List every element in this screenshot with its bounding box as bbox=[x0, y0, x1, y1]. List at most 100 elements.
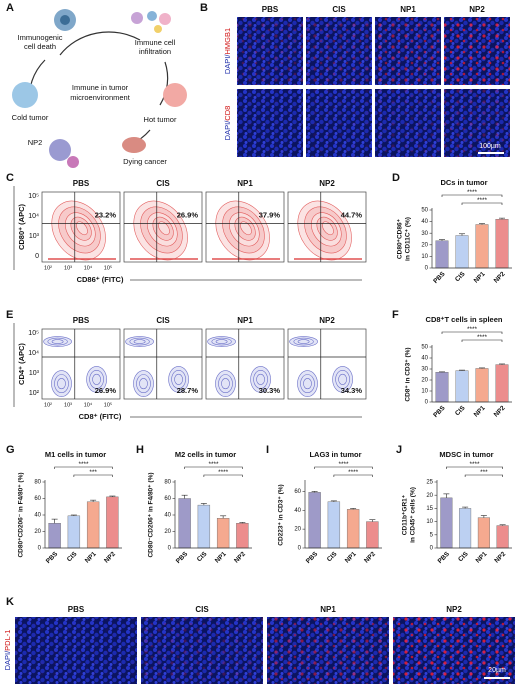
y-tick-label: 0 bbox=[38, 546, 42, 552]
icon bbox=[163, 83, 187, 107]
y-tick-label: 40 bbox=[294, 508, 301, 514]
chart-title: M1 cells in tumor bbox=[45, 450, 106, 459]
bar bbox=[456, 236, 468, 268]
bar bbox=[49, 523, 61, 548]
icon bbox=[67, 156, 79, 168]
significance-label: **** bbox=[78, 461, 89, 468]
bar bbox=[496, 219, 508, 268]
node-label: infiltration bbox=[139, 47, 171, 56]
x-tick-label: 10² bbox=[44, 402, 52, 408]
quadrant-percent: 26.9% bbox=[177, 210, 199, 219]
contour bbox=[93, 374, 101, 384]
significance-label: **** bbox=[348, 469, 359, 476]
y-axis-label: CD80⁻CD206⁺ in F4/80⁺ (%) bbox=[148, 472, 155, 557]
column-label: PBS bbox=[262, 5, 279, 14]
x-tick-label: NP2 bbox=[103, 550, 117, 564]
micrograph-signal bbox=[444, 17, 510, 85]
y-tick-label: 60 bbox=[34, 496, 41, 502]
y-tick-label: 10⁵ bbox=[28, 330, 39, 337]
bar bbox=[328, 502, 340, 548]
chart-title: CD8⁺T cells in spleen bbox=[426, 315, 503, 324]
y-tick-label: 0 bbox=[298, 546, 302, 552]
contour bbox=[216, 340, 227, 344]
significance-label: *** bbox=[480, 469, 488, 476]
y-tick-label: 20 bbox=[34, 529, 41, 535]
contour bbox=[222, 378, 230, 388]
contour bbox=[58, 378, 66, 388]
y-tick-label: 20 bbox=[294, 527, 301, 533]
x-tick-label: CIS bbox=[326, 550, 339, 563]
bar bbox=[478, 518, 490, 548]
y-tick-label: 20 bbox=[426, 493, 433, 499]
x-tick-label: NP1 bbox=[214, 550, 228, 564]
micrograph-signal bbox=[306, 17, 372, 85]
scale-bar-label: 20µm bbox=[488, 667, 506, 674]
error-bar bbox=[201, 503, 207, 505]
quadrant-percent: 37.9% bbox=[259, 210, 281, 219]
bar bbox=[496, 365, 508, 402]
bar bbox=[476, 368, 488, 402]
contour bbox=[140, 378, 148, 388]
error-bar bbox=[459, 234, 465, 236]
contour bbox=[304, 378, 312, 388]
y-tick-label: 10 bbox=[426, 519, 433, 525]
y-tick-label: 50 bbox=[421, 208, 428, 214]
x-tick-label: 10³ bbox=[64, 265, 72, 271]
panel-label: G bbox=[6, 444, 15, 456]
row-label: DAPI/CD8 bbox=[223, 106, 232, 141]
column-label: PBS bbox=[73, 316, 90, 325]
x-tick-label: NP2 bbox=[493, 404, 507, 418]
node-label: Immune cell bbox=[135, 38, 176, 47]
significance-label: **** bbox=[477, 334, 488, 341]
micrograph-signal bbox=[375, 89, 441, 157]
x-tick-label: CIS bbox=[66, 550, 79, 563]
y-tick-label: 60 bbox=[164, 496, 171, 502]
x-tick-label: NP1 bbox=[84, 550, 98, 564]
column-label: NP1 bbox=[237, 179, 253, 188]
panel-label: B bbox=[200, 2, 208, 14]
bar bbox=[456, 371, 468, 402]
significance-label: *** bbox=[89, 469, 97, 476]
node-label: Dying cancer bbox=[123, 157, 167, 166]
bar bbox=[309, 492, 321, 548]
micrograph-signal bbox=[306, 89, 372, 157]
bar bbox=[217, 518, 229, 548]
y-tick-label: 0 bbox=[35, 253, 39, 260]
y-tick-label: 10² bbox=[29, 390, 40, 397]
y-axis-label: CD11b⁺GR1⁺ bbox=[402, 494, 409, 535]
x-tick-label: NP2 bbox=[493, 550, 507, 564]
chart-title: MDSC in tumor bbox=[439, 450, 493, 459]
y-tick-label: 10 bbox=[421, 389, 428, 395]
icon bbox=[147, 11, 157, 21]
x-tick-label: PBS bbox=[432, 404, 447, 419]
x-tick-label: PBS bbox=[45, 550, 60, 565]
column-label: NP2 bbox=[446, 605, 462, 614]
bar bbox=[476, 225, 488, 269]
column-label: NP2 bbox=[319, 316, 335, 325]
quadrant-percent: 44.7% bbox=[341, 210, 363, 219]
x-tick-label: 10⁴ bbox=[84, 401, 93, 408]
center-label: Immune in tumor bbox=[72, 83, 129, 92]
x-tick-label: 10³ bbox=[64, 402, 72, 408]
y-tick-label: 5 bbox=[430, 532, 434, 538]
quadrant-percent: 26.9% bbox=[95, 386, 117, 395]
quadrant-percent: 23.2% bbox=[95, 210, 117, 219]
y-tick-label: 10⁴ bbox=[28, 350, 39, 357]
row-label-part: PDL-1 bbox=[3, 630, 12, 651]
bar bbox=[179, 499, 191, 549]
contour bbox=[257, 374, 265, 384]
row-label: DAPI/HMGB1 bbox=[223, 28, 232, 74]
significance-label: **** bbox=[208, 461, 219, 468]
x-tick-label: 10⁴ bbox=[84, 264, 93, 271]
column-label: NP2 bbox=[319, 179, 335, 188]
row-label: DAPI/PDL-1 bbox=[3, 630, 12, 671]
bar bbox=[236, 523, 248, 548]
node-label: NP2 bbox=[28, 138, 43, 147]
y-tick-label: 0 bbox=[430, 546, 434, 552]
bar bbox=[497, 526, 509, 548]
column-label: CIS bbox=[156, 316, 170, 325]
chart-title: M2 cells in tumor bbox=[175, 450, 236, 459]
node-label: Hot tumor bbox=[144, 115, 177, 124]
x-tick-label: PBS bbox=[305, 550, 320, 565]
